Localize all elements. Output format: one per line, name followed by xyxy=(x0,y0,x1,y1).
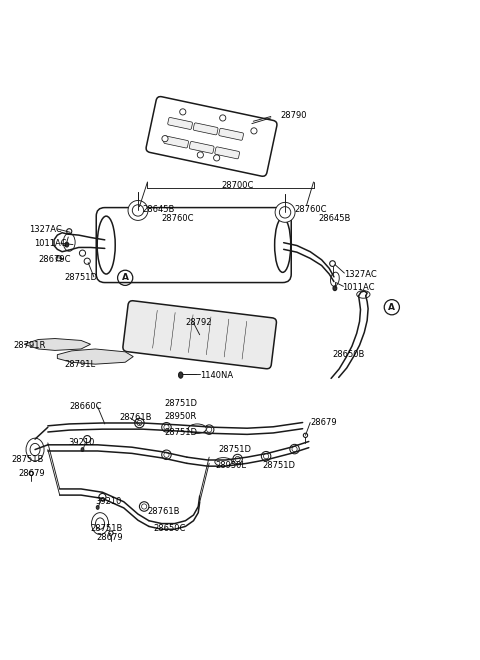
FancyBboxPatch shape xyxy=(193,123,218,135)
FancyBboxPatch shape xyxy=(189,141,214,153)
FancyBboxPatch shape xyxy=(96,208,291,282)
Ellipse shape xyxy=(275,218,291,273)
Text: 28950L: 28950L xyxy=(216,461,246,470)
Ellipse shape xyxy=(180,109,186,115)
Ellipse shape xyxy=(84,436,91,443)
Text: 28791L: 28791L xyxy=(64,360,96,369)
Ellipse shape xyxy=(128,201,148,220)
Text: 28751B: 28751B xyxy=(12,455,44,463)
Text: 28650C: 28650C xyxy=(154,524,186,533)
Ellipse shape xyxy=(26,438,44,461)
Text: 1011AC: 1011AC xyxy=(34,239,66,248)
Ellipse shape xyxy=(214,155,220,161)
Text: 28751D: 28751D xyxy=(164,428,197,436)
Text: 28700C: 28700C xyxy=(221,181,253,190)
FancyBboxPatch shape xyxy=(123,301,276,369)
FancyBboxPatch shape xyxy=(168,117,192,129)
Text: 28751D: 28751D xyxy=(64,273,97,282)
Ellipse shape xyxy=(162,450,171,459)
Ellipse shape xyxy=(197,152,204,158)
Ellipse shape xyxy=(220,115,226,121)
Text: 28760C: 28760C xyxy=(295,205,327,214)
Text: 28761B: 28761B xyxy=(147,507,180,515)
Ellipse shape xyxy=(79,250,85,256)
Text: 28761B: 28761B xyxy=(119,413,152,422)
Ellipse shape xyxy=(290,444,300,454)
Ellipse shape xyxy=(233,454,242,464)
Ellipse shape xyxy=(63,233,75,251)
Ellipse shape xyxy=(204,425,214,434)
Ellipse shape xyxy=(215,457,232,466)
Ellipse shape xyxy=(96,506,99,510)
Text: 28751D: 28751D xyxy=(219,445,252,454)
Text: 28751B: 28751B xyxy=(91,524,123,533)
FancyBboxPatch shape xyxy=(215,147,240,159)
Ellipse shape xyxy=(251,128,257,134)
Text: 39210: 39210 xyxy=(96,497,121,506)
Polygon shape xyxy=(24,339,91,350)
Text: A: A xyxy=(122,273,129,282)
Text: 28645B: 28645B xyxy=(143,205,175,214)
Text: 39210: 39210 xyxy=(68,438,95,447)
FancyBboxPatch shape xyxy=(219,128,243,141)
Ellipse shape xyxy=(162,135,168,142)
FancyBboxPatch shape xyxy=(146,96,277,176)
Ellipse shape xyxy=(188,424,206,434)
Text: 28790: 28790 xyxy=(280,111,307,120)
Ellipse shape xyxy=(84,258,90,264)
FancyBboxPatch shape xyxy=(164,136,189,148)
Ellipse shape xyxy=(92,513,108,535)
Text: 28751D: 28751D xyxy=(263,461,296,470)
Ellipse shape xyxy=(135,418,144,428)
Text: 28679: 28679 xyxy=(96,533,123,543)
Ellipse shape xyxy=(65,242,69,247)
Text: 28645B: 28645B xyxy=(318,214,351,223)
Text: 28760C: 28760C xyxy=(162,214,194,223)
Ellipse shape xyxy=(261,451,271,461)
Ellipse shape xyxy=(333,286,337,290)
Text: 28791R: 28791R xyxy=(13,341,46,350)
Text: 28660C: 28660C xyxy=(69,403,102,411)
Text: 28679C: 28679C xyxy=(38,255,71,264)
Text: 28950R: 28950R xyxy=(164,412,196,421)
Text: 1327AC: 1327AC xyxy=(344,269,377,279)
Text: 28650B: 28650B xyxy=(333,350,365,359)
Ellipse shape xyxy=(99,494,106,500)
Text: 28751D: 28751D xyxy=(164,399,197,408)
Ellipse shape xyxy=(139,502,149,512)
Text: 28792: 28792 xyxy=(185,318,212,327)
Text: 28679: 28679 xyxy=(310,418,337,427)
Ellipse shape xyxy=(275,203,295,222)
Text: 28679: 28679 xyxy=(18,469,45,478)
Ellipse shape xyxy=(162,422,171,432)
Ellipse shape xyxy=(81,447,84,451)
Ellipse shape xyxy=(97,216,115,274)
Ellipse shape xyxy=(331,272,339,286)
Text: 1011AC: 1011AC xyxy=(342,282,374,292)
Polygon shape xyxy=(57,349,133,364)
Text: 1327AC: 1327AC xyxy=(29,225,61,234)
Text: 1140NA: 1140NA xyxy=(200,370,233,380)
Text: A: A xyxy=(388,303,396,312)
Ellipse shape xyxy=(179,372,183,378)
